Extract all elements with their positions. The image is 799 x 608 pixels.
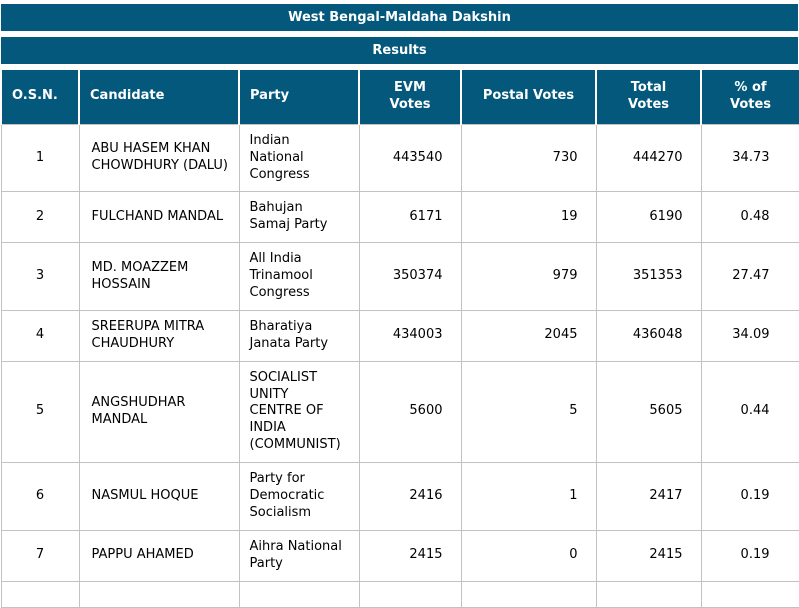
candidate-cell: NASMUL HOQUE [78,462,240,531]
evm-votes-cell: 5600 [358,360,462,464]
table-header-row: O.S.N. Candidate Party EVM Votes Postal … [0,70,799,125]
postal-votes-cell: 5 [460,360,597,464]
results-table: O.S.N. Candidate Party EVM Votes Postal … [0,70,799,608]
table-row: 6 NASMUL HOQUE Party for Democratic Soci… [0,462,799,531]
party-cell: SOCIALIST UNITY CENTRE OF INDIA (COMMUNI… [238,360,360,464]
evm-votes-cell: 350374 [358,242,462,311]
party-cell: Aihra National Party [238,529,360,582]
total-votes-cell: 2415 [595,529,702,582]
table-row: 2 FULCHAND MANDAL Bahujan Samaj Party 61… [0,191,799,244]
table-row: 7 PAPPU AHAMED Aihra National Party 2415… [0,529,799,582]
total-votes-cell: 444270 [595,123,702,193]
total-votes-cell: 6190 [595,191,702,244]
evm-votes-cell: 443540 [358,123,462,193]
postal-votes-cell: 730 [460,123,597,193]
total-votes-cell: 2417 [595,462,702,531]
candidate-cell: PAPPU AHAMED [78,529,240,582]
osn-cell: 5 [0,360,80,464]
candidate-cell: ABU HASEM KHAN CHOWDHURY (DALU) [78,123,240,193]
evm-votes-cell: 2416 [358,462,462,531]
candidate-cell: MD. MOAZZEM HOSSAIN [78,242,240,311]
pct-votes-cell: 0.48 [700,191,799,244]
total-votes-cell: 436048 [595,309,702,362]
column-header-party: Party [238,70,360,125]
postal-votes-cell: 979 [460,242,597,311]
table-row: 1 ABU HASEM KHAN CHOWDHURY (DALU) Indian… [0,123,799,193]
table-row: 3 MD. MOAZZEM HOSSAIN All India Trinamoo… [0,242,799,311]
osn-cell: 2 [0,191,80,244]
table-row: 4 SREERUPA MITRA CHAUDHURY Bharatiya Jan… [0,309,799,362]
party-cell: Indian National Congress [238,123,360,193]
pct-votes-cell: 0.19 [700,462,799,531]
osn-cell: 3 [0,242,80,311]
candidate-cell: SREERUPA MITRA CHAUDHURY [78,309,240,362]
pct-votes-cell: 0.44 [700,360,799,464]
postal-votes-cell: 19 [460,191,597,244]
osn-cell: 6 [0,462,80,531]
pct-votes-cell: 34.73 [700,123,799,193]
pct-votes-cell: 34.09 [700,309,799,362]
page-title: West Bengal-Maldaha Dakshin [1,4,798,31]
party-cell: Bahujan Samaj Party [238,191,360,244]
column-header-candidate: Candidate [78,70,240,125]
evm-votes-cell: 2415 [358,529,462,582]
party-cell: Party for Democratic Socialism [238,462,360,531]
column-header-postal-votes: Postal Votes [460,70,597,125]
osn-cell: 1 [0,123,80,193]
osn-cell: 7 [0,529,80,582]
evm-votes-cell: 6171 [358,191,462,244]
column-header-pct-votes: % of Votes [700,70,799,125]
party-cell: All India Trinamool Congress [238,242,360,311]
postal-votes-cell: 2045 [460,309,597,362]
postal-votes-cell: 1 [460,462,597,531]
candidate-cell: ANGSHUDHAR MANDAL [78,360,240,464]
party-cell: Bharatiya Janata Party [238,309,360,362]
table-row: 5 ANGSHUDHAR MANDAL SOCIALIST UNITY CENT… [0,360,799,464]
candidate-cell: FULCHAND MANDAL [78,191,240,244]
total-votes-cell: 5605 [595,360,702,464]
pct-votes-cell: 27.47 [700,242,799,311]
pct-votes-cell: 0.19 [700,529,799,582]
results-heading: Results [1,37,798,64]
column-header-evm-votes: EVM Votes [358,70,462,125]
column-header-osn: O.S.N. [0,70,80,125]
postal-votes-cell: 0 [460,529,597,582]
osn-cell: 4 [0,309,80,362]
total-votes-cell: 351353 [595,242,702,311]
evm-votes-cell: 434003 [358,309,462,362]
column-header-total-votes: Total Votes [595,70,702,125]
